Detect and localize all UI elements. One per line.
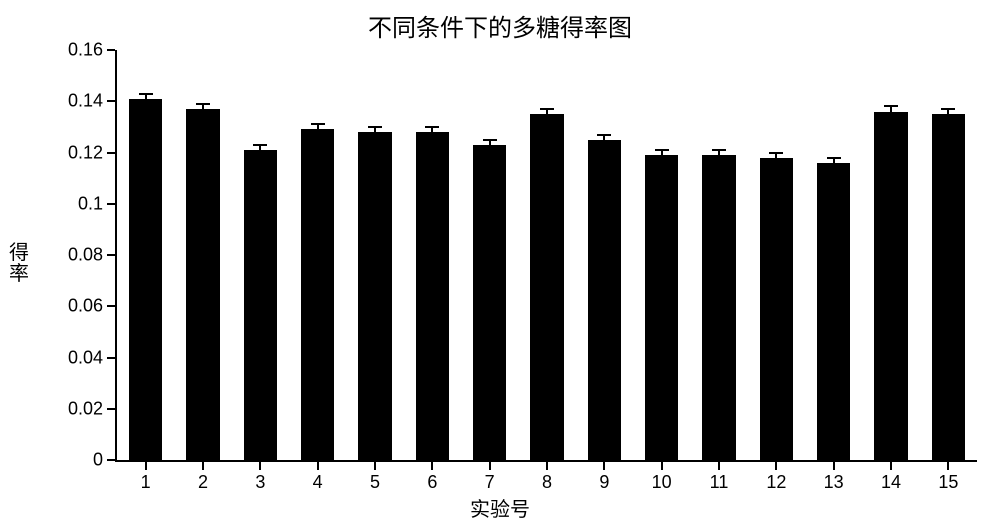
- y-tick: [107, 152, 115, 154]
- error-bar-cap: [827, 157, 841, 159]
- error-bar-cap: [139, 93, 153, 95]
- x-tick: [145, 462, 147, 470]
- x-tick-label: 3: [255, 472, 265, 493]
- error-bar-cap: [540, 108, 554, 110]
- y-tick: [107, 357, 115, 359]
- x-tick-label: 1: [141, 472, 151, 493]
- bar: [301, 129, 334, 460]
- x-tick-label: 7: [485, 472, 495, 493]
- y-axis-label: 得率: [8, 243, 30, 285]
- y-tick: [107, 49, 115, 51]
- y-tick: [107, 203, 115, 205]
- x-tick: [775, 462, 777, 470]
- error-bar-cap: [769, 152, 783, 154]
- y-tick: [107, 408, 115, 410]
- x-tick: [718, 462, 720, 470]
- y-tick-label: 0.06: [68, 296, 103, 317]
- x-tick-label: 5: [370, 472, 380, 493]
- error-bar-cap: [597, 134, 611, 136]
- y-tick-label: 0.16: [68, 40, 103, 61]
- x-tick: [890, 462, 892, 470]
- y-tick: [107, 459, 115, 461]
- error-bar-cap: [196, 103, 210, 105]
- y-tick-label: 0: [93, 450, 103, 471]
- error-bar-cap: [483, 139, 497, 141]
- x-tick: [603, 462, 605, 470]
- bar: [186, 109, 219, 460]
- error-bar-cap: [425, 126, 439, 128]
- x-tick-label: 4: [313, 472, 323, 493]
- bar: [874, 112, 907, 461]
- x-tick-label: 13: [824, 472, 844, 493]
- bar: [530, 114, 563, 460]
- error-bar-cap: [655, 149, 669, 151]
- x-tick-label: 2: [198, 472, 208, 493]
- x-tick-label: 11: [710, 472, 729, 493]
- y-tick-label: 0.08: [68, 245, 103, 266]
- x-tick-label: 15: [938, 472, 958, 493]
- bar: [702, 155, 735, 460]
- bar: [760, 158, 793, 460]
- y-tick: [107, 100, 115, 102]
- bar: [244, 150, 277, 460]
- x-tick: [661, 462, 663, 470]
- x-tick: [489, 462, 491, 470]
- x-tick: [833, 462, 835, 470]
- bar: [932, 114, 965, 460]
- y-tick-label: 0.12: [68, 142, 103, 163]
- y-tick-label: 0.1: [78, 193, 103, 214]
- error-bar-cap: [712, 149, 726, 151]
- y-tick-label: 0.14: [68, 91, 103, 112]
- y-axis-label-text: 得率: [9, 242, 29, 285]
- x-tick: [317, 462, 319, 470]
- error-bar-cap: [941, 108, 955, 110]
- y-tick-label: 0.04: [68, 347, 103, 368]
- bar: [358, 132, 391, 460]
- x-axis-label: 实验号: [0, 493, 1000, 522]
- x-tick: [374, 462, 376, 470]
- error-bar-cap: [368, 126, 382, 128]
- bar: [645, 155, 678, 460]
- bar-chart: 不同条件下的多糖得率图 得率 实验号 00.020.040.060.080.10…: [0, 0, 1000, 528]
- x-tick-label: 6: [427, 472, 437, 493]
- bar: [416, 132, 449, 460]
- plot-area: 00.020.040.060.080.10.120.140.1612345678…: [115, 50, 977, 462]
- x-tick-label: 10: [652, 472, 672, 493]
- x-tick-label: 14: [881, 472, 901, 493]
- x-tick: [259, 462, 261, 470]
- x-tick: [431, 462, 433, 470]
- chart-title: 不同条件下的多糖得率图: [0, 8, 1000, 43]
- x-tick-label: 9: [599, 472, 609, 493]
- bar: [588, 140, 621, 460]
- x-tick: [947, 462, 949, 470]
- x-tick-label: 12: [766, 472, 786, 493]
- y-tick: [107, 305, 115, 307]
- error-bar-cap: [311, 123, 325, 125]
- bar: [473, 145, 506, 460]
- bar: [129, 99, 162, 460]
- x-tick: [546, 462, 548, 470]
- bar: [817, 163, 850, 460]
- x-tick: [202, 462, 204, 470]
- error-bar-cap: [253, 144, 267, 146]
- y-tick-label: 0.02: [68, 398, 103, 419]
- x-tick-label: 8: [542, 472, 552, 493]
- error-bar-cap: [884, 105, 898, 107]
- y-tick: [107, 254, 115, 256]
